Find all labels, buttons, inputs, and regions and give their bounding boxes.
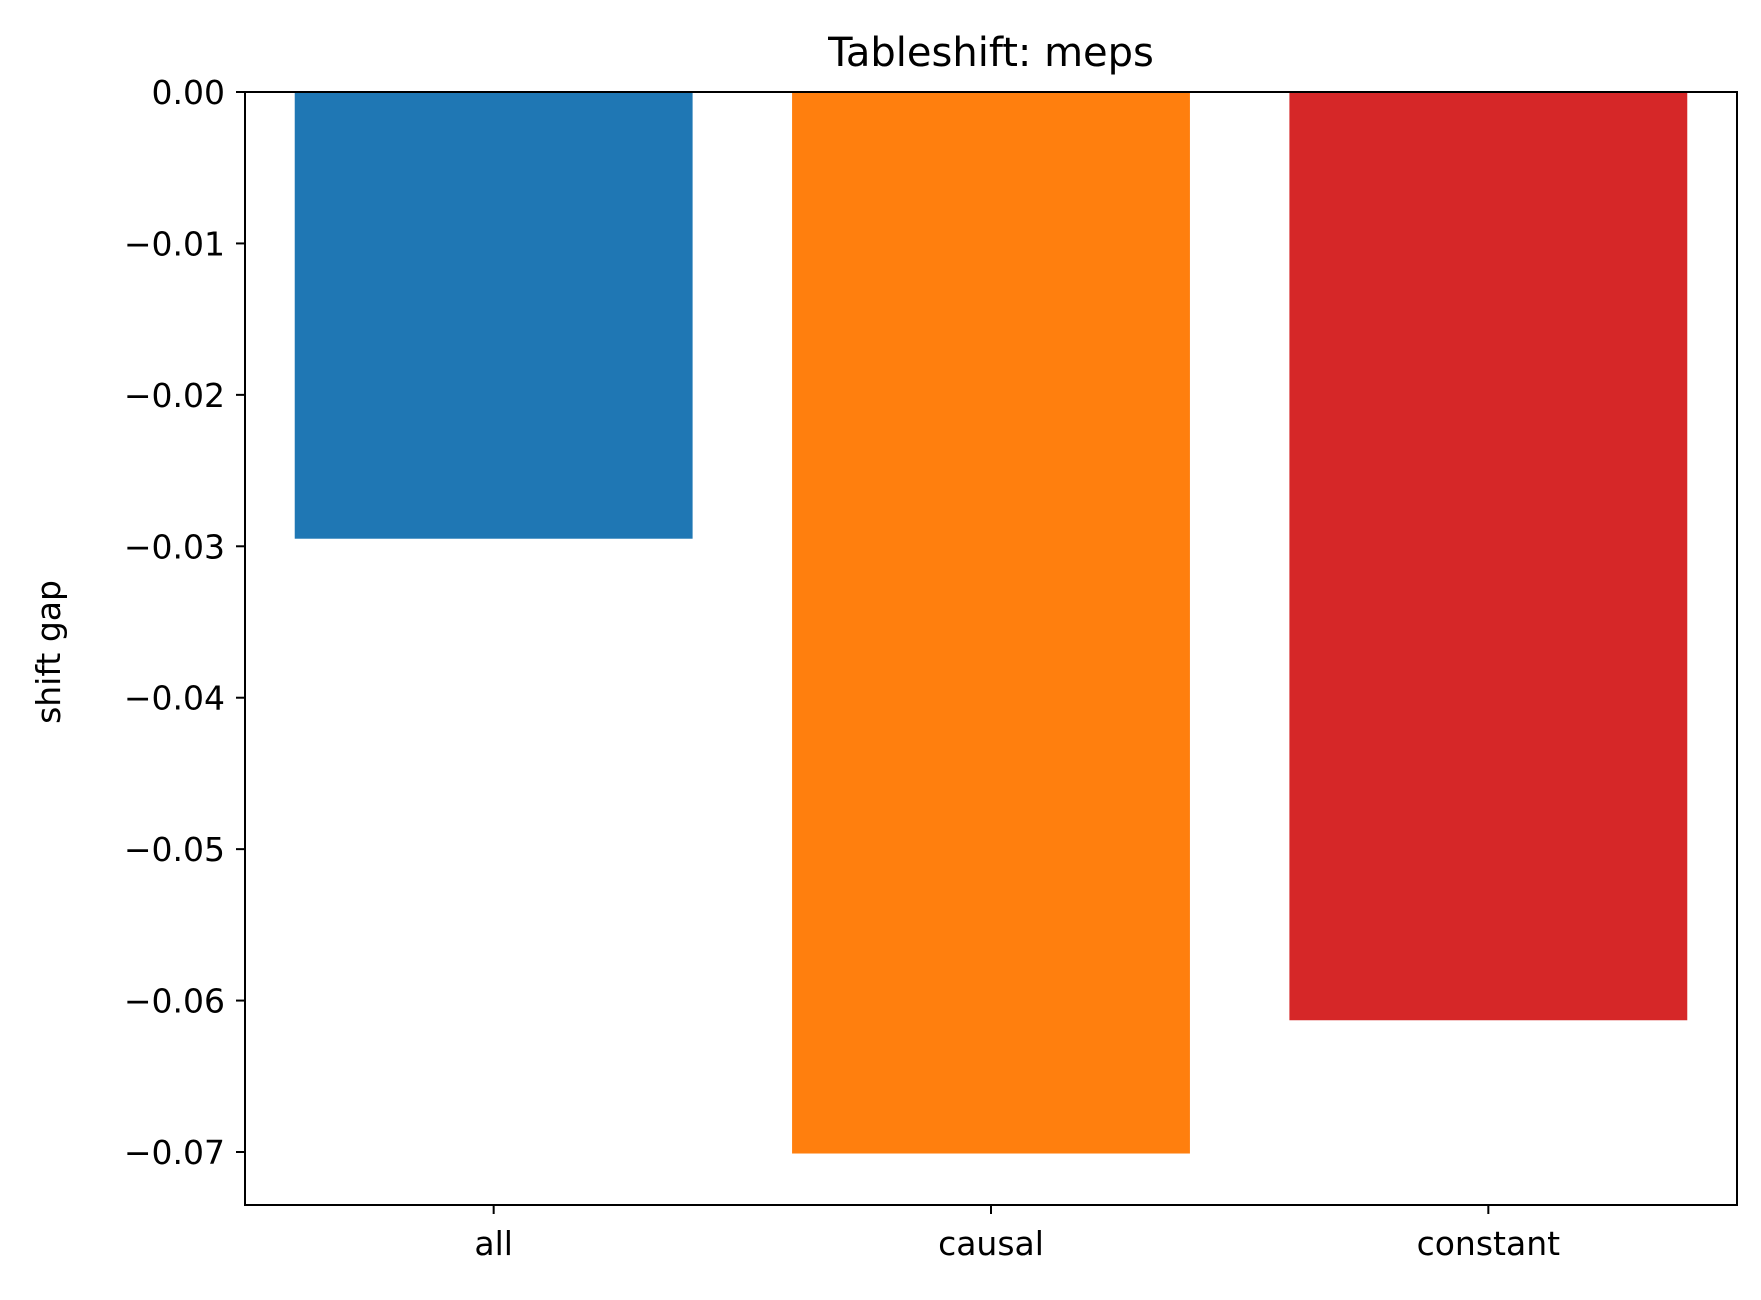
y-tick-label: −0.01 <box>124 224 225 263</box>
x-tick-label: all <box>474 1224 513 1263</box>
x-tick-label: constant <box>1417 1224 1561 1263</box>
bar-all <box>294 92 693 539</box>
x-axis-ticks: all causal constant <box>474 1205 1560 1263</box>
bar-constant <box>1289 92 1688 1021</box>
y-tick-label: −0.06 <box>124 982 225 1021</box>
y-tick-label: −0.05 <box>124 830 225 869</box>
bars-group <box>294 92 1688 1154</box>
bar-causal <box>792 92 1190 1154</box>
y-axis-ticks: 0.00 −0.01 −0.02 −0.03 −0.04 −0.05 −0.06 −0.07 <box>124 73 245 1172</box>
y-axis-label: shift gap <box>29 580 68 724</box>
y-tick-label: −0.07 <box>124 1133 225 1172</box>
plot-area-frame <box>244 91 1738 1206</box>
y-tick-label: −0.04 <box>124 679 225 718</box>
y-tick-label: −0.02 <box>124 376 225 415</box>
x-tick-label: causal <box>938 1224 1044 1263</box>
y-tick-label: −0.03 <box>124 527 225 566</box>
chart-title: Tableshift: meps <box>827 30 1154 76</box>
y-tick-label: 0.00 <box>152 73 225 112</box>
